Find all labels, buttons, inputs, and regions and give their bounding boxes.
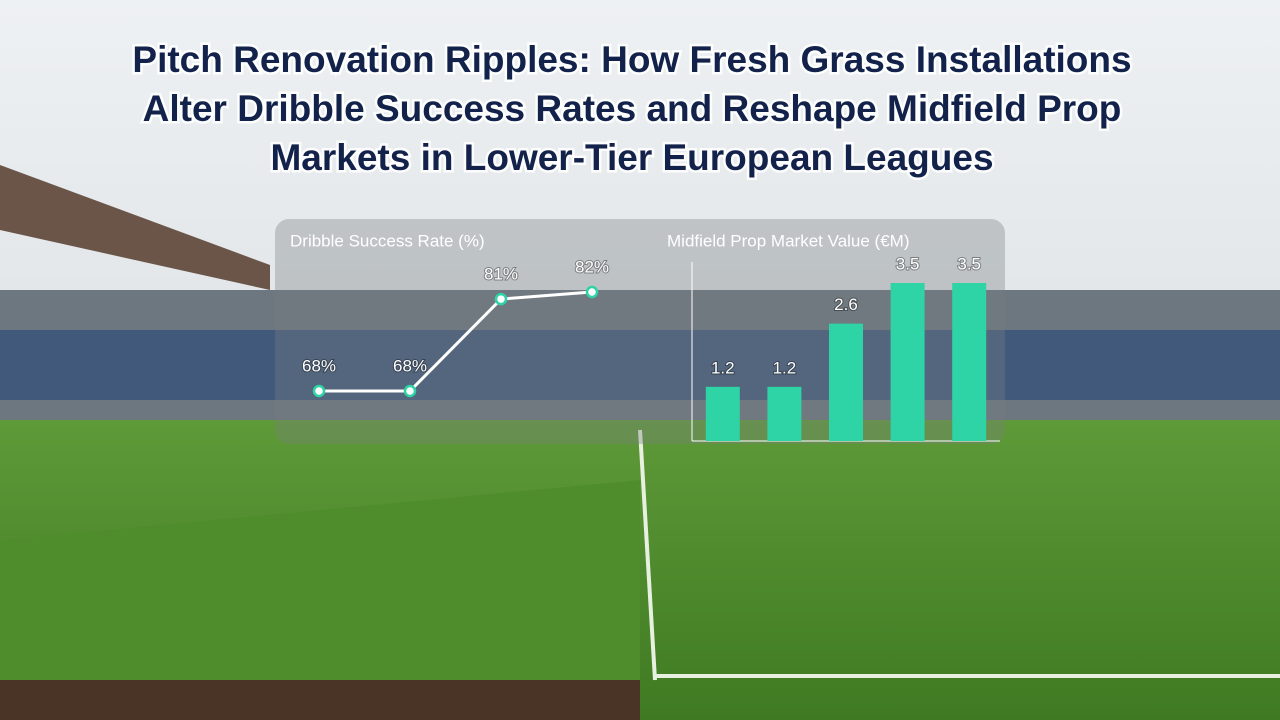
value-label: 68%: [393, 356, 427, 375]
chart-title: Midfield Prop Market Value (€M): [667, 231, 910, 250]
title-line: Alter Dribble Success Rates and Reshape …: [143, 88, 1122, 129]
value-label: 3.5: [896, 254, 920, 273]
point: [494, 292, 508, 306]
chart-panel: [275, 219, 1005, 444]
point: [585, 285, 599, 299]
point: [403, 384, 417, 398]
title-line: Pitch Renovation Ripples: How Fresh Gras…: [132, 39, 1131, 80]
bar: [890, 283, 925, 441]
bar: [952, 283, 987, 441]
value-label: 1.2: [773, 358, 797, 377]
chart-title: Dribble Success Rate (%): [290, 231, 485, 250]
line: [319, 290, 593, 393]
value-label: 81%: [484, 265, 518, 284]
value-label: 1.2: [711, 358, 735, 377]
value-label: 2.6: [834, 295, 858, 314]
turf-roll: [0, 480, 640, 690]
point: [312, 384, 326, 398]
pitch-line: [638, 429, 657, 681]
roof: [0, 165, 270, 290]
soil: [0, 680, 640, 720]
title-line: Markets in Lower-Tier European Leagues: [270, 137, 993, 178]
bar: [829, 323, 863, 441]
value-label: 82%: [575, 257, 609, 276]
value-label: 3.5: [957, 254, 981, 273]
stands: [0, 330, 1280, 400]
value-label: 68%: [302, 356, 336, 375]
bar: [705, 386, 740, 441]
bar: [767, 386, 802, 441]
